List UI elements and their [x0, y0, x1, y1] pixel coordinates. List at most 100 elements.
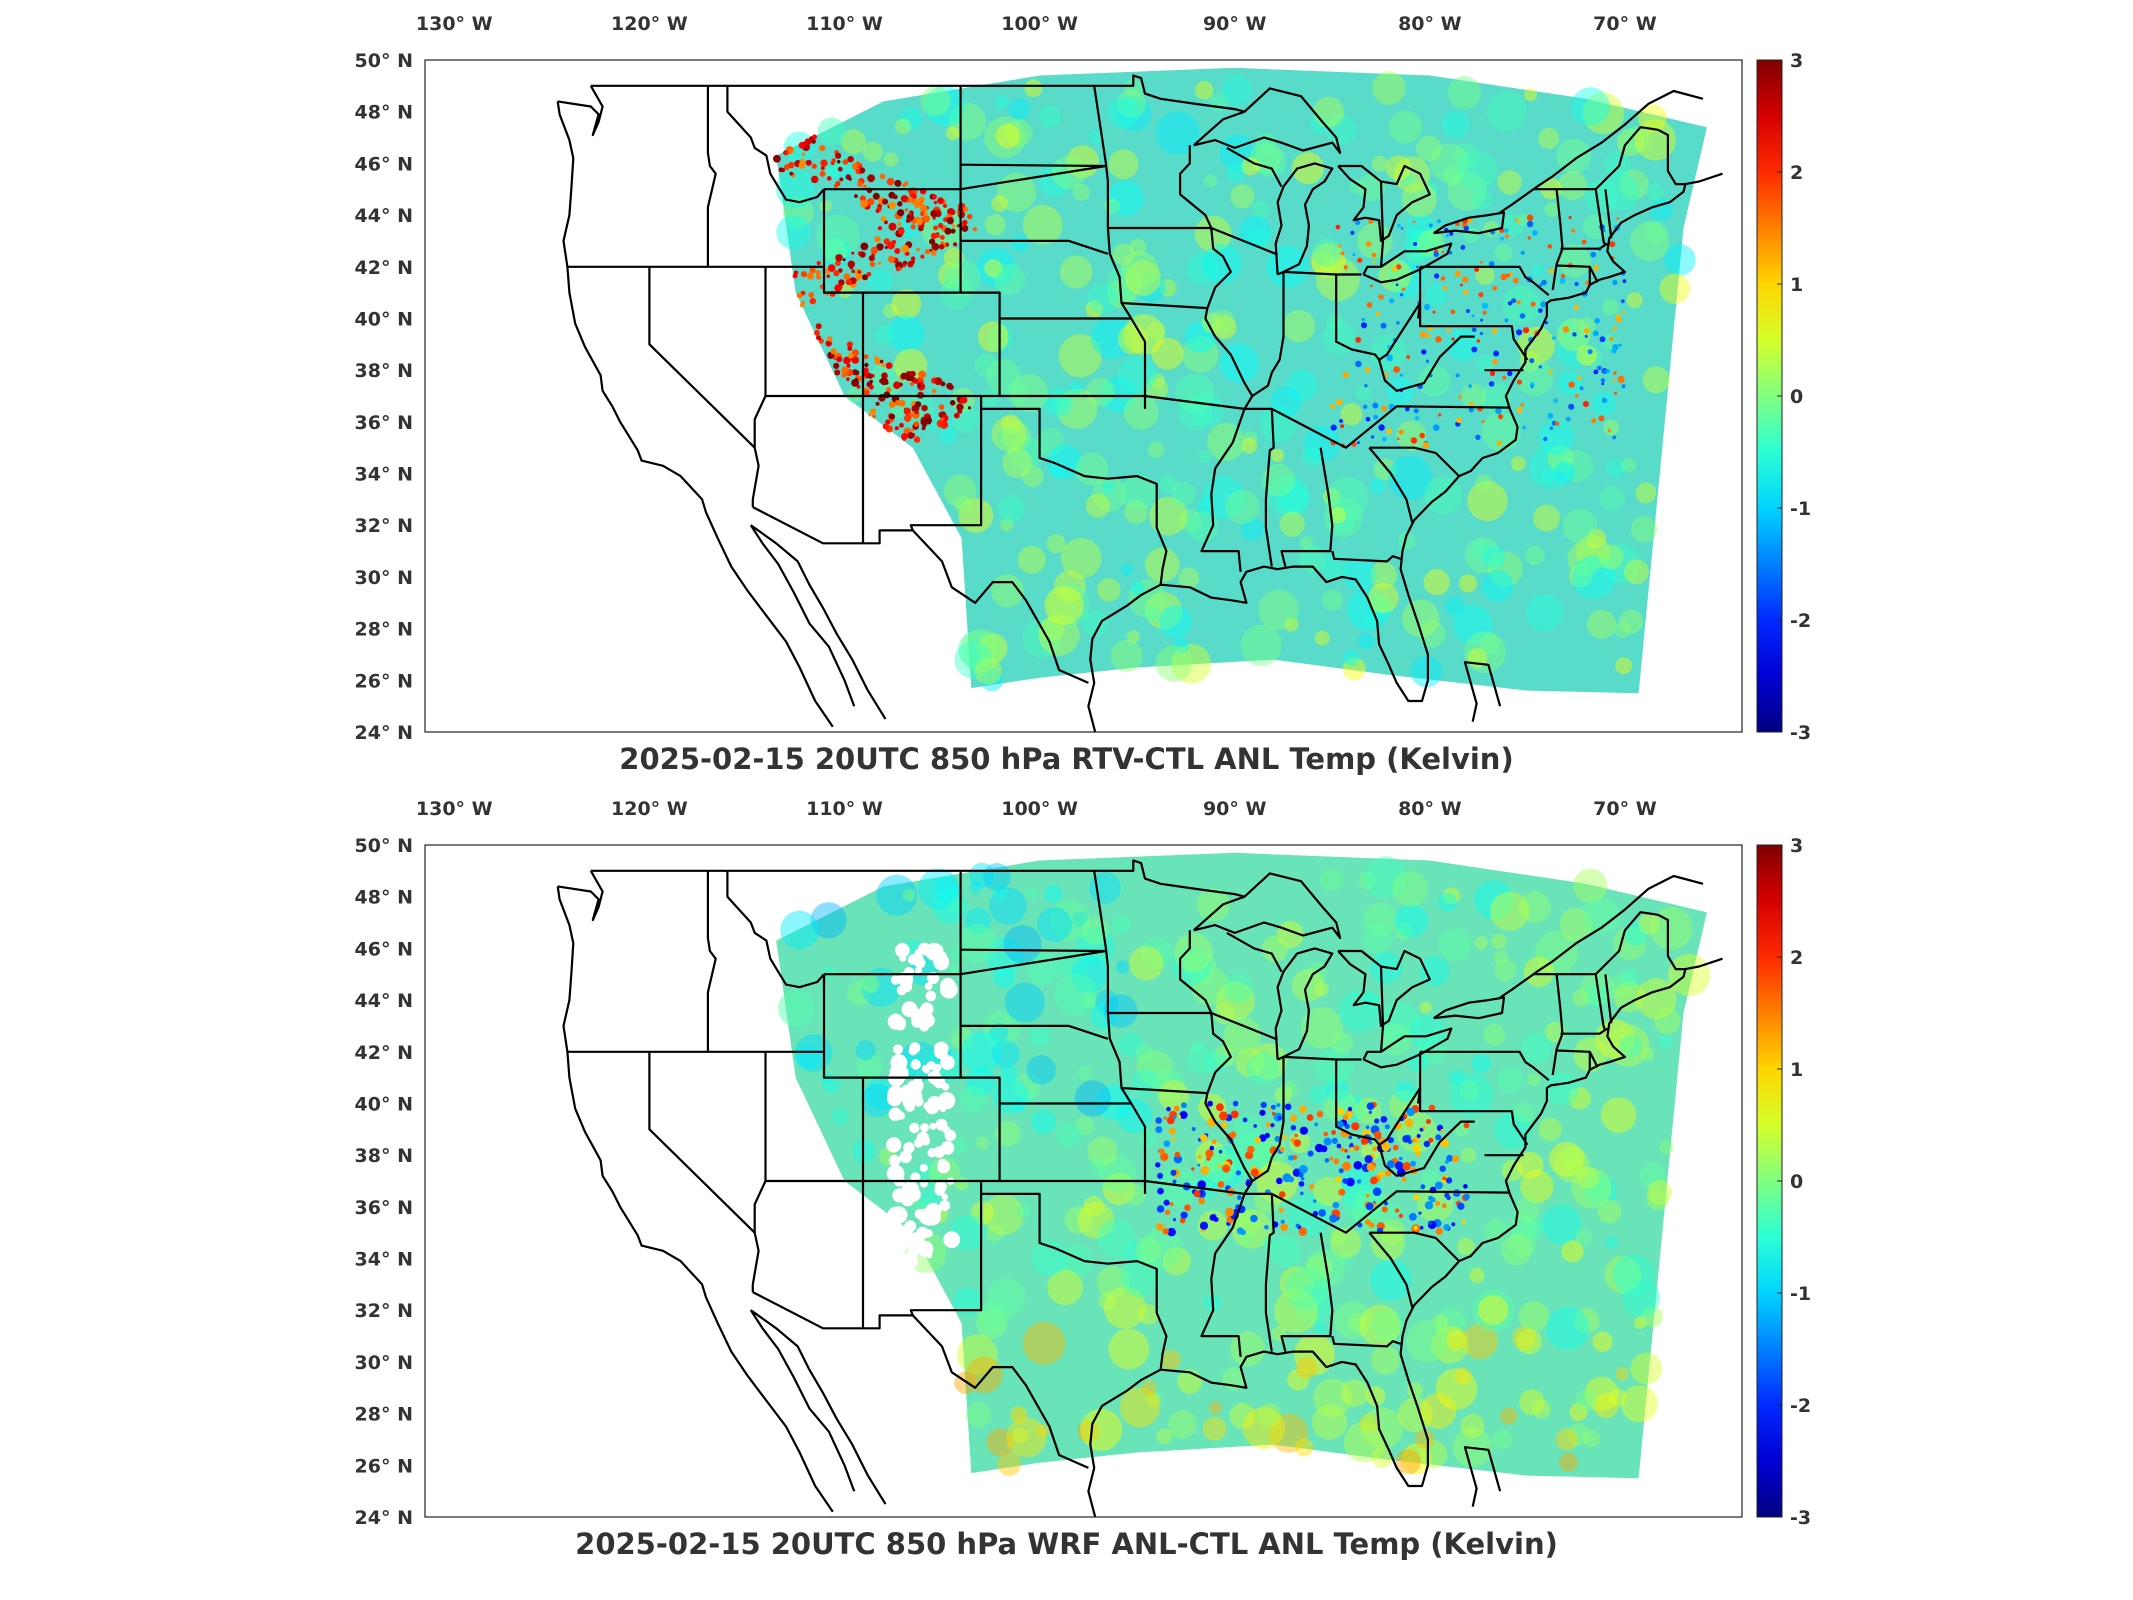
state-boundary	[706, 870, 717, 1052]
colorbar-tick-label: -3	[1790, 1507, 1811, 1529]
latitude-tick-label: 40° N	[355, 308, 413, 330]
latitude-tick-label: 46° N	[355, 938, 413, 960]
state-boundary	[765, 394, 1510, 449]
state-boundary	[909, 1193, 983, 1316]
state-boundary	[822, 974, 1001, 1181]
latitude-tick-label: 26° N	[355, 1455, 413, 1477]
latitude-tick-label: 36° N	[355, 1197, 413, 1219]
colorbar: 3 2 1 0 -1 -2 -3	[1756, 50, 1811, 744]
colorbar-tick-label: 0	[1790, 1171, 1803, 1193]
state-boundary	[751, 1051, 767, 1293]
state-boundary	[979, 396, 1168, 585]
coastline	[750, 524, 887, 720]
latitude-tick-label: 30° N	[355, 1352, 413, 1374]
latitude-tick-label: 42° N	[355, 1042, 413, 1064]
latitude-tick-label: 48° N	[355, 887, 413, 909]
state-boundary	[751, 266, 767, 508]
latitude-tick-label: 32° N	[355, 515, 413, 537]
colorbar-tick-label: -2	[1790, 610, 1811, 632]
colorbar-tick-label: 1	[1790, 1059, 1803, 1081]
coastline	[1685, 957, 1723, 971]
longitude-tick-label: 80° W	[1398, 13, 1462, 35]
colorbar-tick-label: -1	[1790, 498, 1811, 520]
latitude-tick-label: 44° N	[355, 990, 413, 1012]
coastline	[1499, 89, 1704, 214]
longitude-tick-label: 70° W	[1593, 13, 1657, 35]
lake-outline	[1433, 996, 1506, 1020]
state-boundary	[822, 189, 1001, 396]
lake-outline	[1192, 87, 1342, 155]
longitude-tick-label: 130° W	[416, 13, 493, 35]
state-boundary	[1210, 226, 1278, 255]
state-boundary	[911, 1314, 1089, 1469]
colorbar-tick-label: -1	[1790, 1283, 1811, 1305]
longitude-tick-label: 100° W	[1001, 13, 1078, 35]
latitude-tick-label: 42° N	[355, 257, 413, 279]
coastline	[749, 524, 856, 707]
state-boundary	[1369, 1231, 1460, 1262]
state-boundary	[1560, 242, 1609, 250]
state-boundary	[1368, 446, 1414, 523]
state-boundary	[1560, 1027, 1609, 1035]
state-boundary	[1251, 1056, 1285, 1182]
political-boundaries	[556, 74, 1723, 732]
longitude-tick-label: 110° W	[806, 798, 883, 820]
latitude-tick-label: 38° N	[355, 360, 413, 382]
colorbar-tick-label: 2	[1790, 162, 1803, 184]
axes-frame	[424, 844, 1743, 1518]
state-boundary	[1121, 301, 1208, 310]
state-boundary	[1210, 1011, 1278, 1040]
state-boundary	[1335, 1059, 1475, 1177]
state-boundary	[1251, 271, 1285, 397]
state-boundary	[1418, 266, 1529, 361]
state-boundary	[960, 239, 1109, 255]
coastline	[556, 101, 834, 728]
state-boundary	[960, 163, 1106, 168]
latitude-tick-label: 28° N	[355, 1404, 413, 1426]
state-boundary	[1226, 146, 1283, 188]
colorbar-tick-label: -2	[1790, 1395, 1811, 1417]
state-boundary	[1264, 1193, 1275, 1352]
coastline	[1463, 661, 1502, 722]
latitude-tick-label: 26° N	[355, 670, 413, 692]
coastline	[557, 870, 604, 922]
state-boundary	[1264, 408, 1275, 567]
coastline	[557, 85, 604, 137]
latitude-tick-label: 46° N	[355, 153, 413, 175]
state-boundary	[1604, 974, 1613, 1024]
state-boundary	[1280, 447, 1334, 567]
state-boundary	[1604, 189, 1613, 239]
coastline	[556, 886, 834, 1513]
coastline	[1087, 968, 1687, 1517]
state-boundary	[1178, 930, 1254, 1357]
state-boundary	[706, 85, 717, 267]
state-boundary	[1420, 265, 1550, 297]
latitude-tick-label: 36° N	[355, 412, 413, 434]
map-figure-wrf: 130° W 120° W 110° W 100° W 90° W 80° W 70° W 5…	[355, 798, 1812, 1529]
latitude-tick-label: 38° N	[355, 1145, 413, 1167]
colorbar-tick-label: 0	[1790, 386, 1803, 408]
coastline	[1463, 1446, 1502, 1507]
state-boundary	[999, 1102, 1147, 1194]
state-boundary	[752, 1291, 913, 1330]
axes-frame	[424, 59, 1743, 733]
state-boundary	[999, 317, 1147, 409]
state-boundary	[1331, 1335, 1401, 1348]
state-boundary	[824, 164, 1107, 191]
latitude-tick-label: 48° N	[355, 102, 413, 124]
colorbar-tick-label: 2	[1790, 947, 1803, 969]
coastline	[590, 74, 1245, 113]
state-boundary	[1378, 1087, 1422, 1146]
state-boundary	[911, 529, 1089, 684]
longitude-tick-label: 130° W	[416, 798, 493, 820]
latitude-tick-label: 34° N	[355, 464, 413, 486]
coastline	[1533, 911, 1686, 976]
state-boundary	[726, 870, 825, 989]
map-panel-wrf: 130° W 120° W 110° W 100° W 90° W 80° W 70° W 5…	[0, 785, 2133, 1585]
state-boundary	[1280, 1232, 1334, 1352]
lake-outline	[1192, 872, 1342, 940]
state-boundary	[824, 949, 1107, 976]
state-boundary	[979, 1181, 1168, 1370]
state-boundary	[648, 266, 756, 449]
coastline	[1087, 183, 1687, 732]
